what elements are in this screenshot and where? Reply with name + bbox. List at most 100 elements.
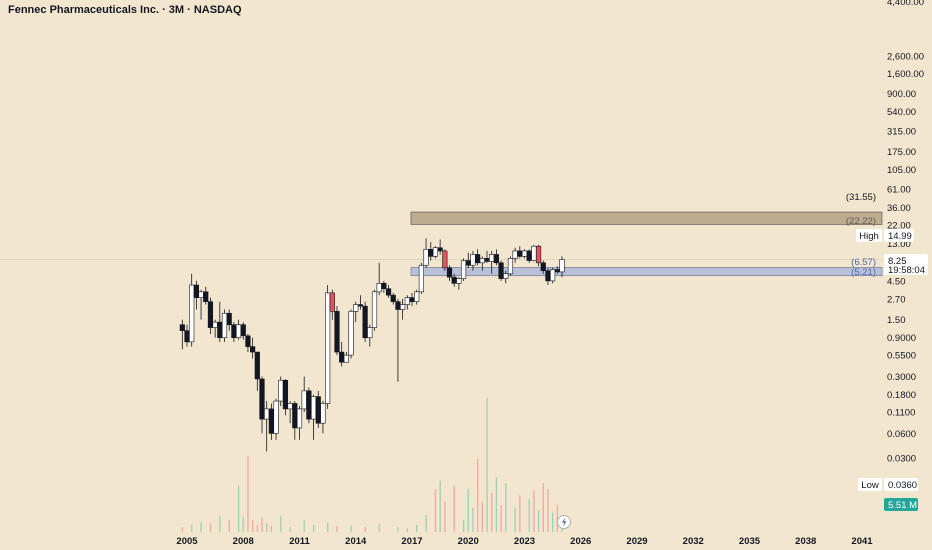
candle-body[interactable] [446,267,453,278]
upper-zone[interactable] [410,211,883,225]
candle-body[interactable] [545,270,551,282]
candle-body[interactable] [559,259,565,273]
candle-body[interactable] [371,291,378,328]
candle-body[interactable] [362,305,368,339]
candle-body[interactable] [503,273,509,279]
volume-bar [472,507,474,532]
candle-body[interactable] [189,284,195,343]
candle-body[interactable] [526,250,532,261]
candle-body[interactable] [221,312,228,339]
candle-body[interactable] [521,250,528,257]
candle-body[interactable] [357,304,364,307]
candle-body[interactable] [212,321,218,328]
candle-body[interactable] [254,351,260,380]
time-axis-tick: 2008 [233,536,254,547]
candle-body[interactable] [193,284,199,298]
candle-body[interactable] [498,262,504,279]
candle-body[interactable] [268,408,274,434]
candle-body[interactable] [404,297,410,305]
candle-body[interactable] [400,304,406,310]
candle-body[interactable] [179,324,185,331]
candle-body[interactable] [451,276,457,284]
candle-body[interactable] [428,248,434,257]
volume-bar [453,485,455,532]
candle-body[interactable] [231,324,237,339]
candle-body[interactable] [310,396,317,420]
candle-body[interactable] [353,304,359,312]
candle-body[interactable] [367,327,373,339]
volume-bar [462,519,465,532]
candle-body[interactable] [432,247,439,257]
candle-body[interactable] [460,260,467,279]
candle-body[interactable] [489,254,495,262]
candle-body[interactable] [507,258,514,275]
candle-body[interactable] [535,245,542,264]
candle-body[interactable] [198,291,204,298]
candle-body[interactable] [217,321,223,339]
candle-body[interactable] [343,354,349,363]
candle-body[interactable] [306,390,312,420]
volume-bar [481,501,484,532]
lower-zone[interactable] [410,267,883,277]
candle-body[interactable] [456,278,462,284]
candle-body[interactable] [437,247,443,252]
candle-body[interactable] [325,292,331,404]
candle-body[interactable] [235,324,242,339]
candle-body[interactable] [512,250,518,259]
candle-body[interactable] [273,400,279,434]
candle-body[interactable] [465,260,471,266]
candle-body[interactable] [484,258,490,262]
candle-body[interactable] [493,254,499,264]
candle-body[interactable] [250,346,256,353]
candle-body[interactable] [414,291,420,302]
candle-body[interactable] [240,324,246,337]
candle-body[interactable] [423,248,429,266]
price-axis-tick: 36.00 [887,203,911,214]
time-axis-tick: 2032 [683,536,704,547]
candle-body[interactable] [442,250,448,269]
candle-body[interactable] [264,408,270,420]
candle-body[interactable] [207,301,214,328]
candle-body[interactable] [470,254,476,266]
candle-body[interactable] [554,269,560,273]
candle-body[interactable] [282,379,289,410]
candle-body[interactable] [540,262,546,272]
candle-body[interactable] [301,390,307,410]
candle-body[interactable] [287,403,293,410]
candle-body[interactable] [550,269,556,282]
candle-body[interactable] [418,264,424,293]
candle-body[interactable] [475,254,481,264]
candle-body[interactable] [479,258,485,264]
volume-bar [434,489,437,532]
volume-bar [191,524,193,532]
price-axis-tick: 0.0600 [887,429,916,440]
candle-body[interactable] [531,245,537,261]
candle-body[interactable] [385,288,392,296]
candle-body[interactable] [203,291,209,302]
candle-body[interactable] [348,311,354,356]
candle-body[interactable] [390,294,396,302]
candle-body[interactable] [381,283,387,290]
candle-body[interactable] [278,379,284,402]
candle-body[interactable] [320,403,326,424]
candle-body[interactable] [409,297,415,302]
candle-body[interactable] [184,330,190,343]
price-axis-tick: 0.9000 [887,333,916,344]
candle-body[interactable] [315,396,321,424]
price-axis-tick: 900.00 [887,89,916,100]
candle-body[interactable] [296,408,303,429]
candle-body[interactable] [329,292,335,312]
candle-body[interactable] [334,311,340,353]
volume-bar [327,522,329,532]
candle-body[interactable] [259,378,265,420]
candle-body[interactable] [376,283,382,293]
price-axis-tick: 1.50 [887,315,906,326]
candle-body[interactable] [292,403,298,429]
price-axis-tick: 0.1800 [887,390,916,401]
candle-body[interactable] [395,301,401,310]
candle-body[interactable] [339,351,345,363]
candle-body[interactable] [226,312,232,326]
candle-body[interactable] [245,335,251,347]
candle-body[interactable] [517,250,523,257]
